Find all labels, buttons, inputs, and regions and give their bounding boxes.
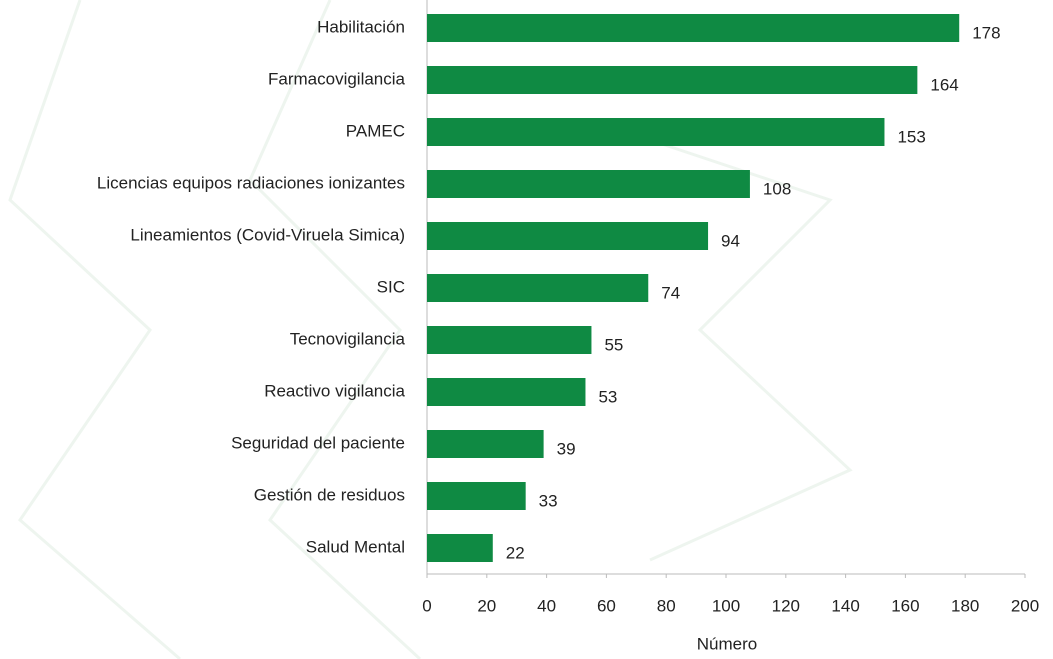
- data-label: 153: [897, 127, 925, 146]
- x-tick-label: 0: [422, 596, 431, 615]
- y-tick-label: Reactivo vigilancia: [264, 381, 405, 400]
- bar: [427, 534, 493, 562]
- x-tick-label: 60: [597, 596, 616, 615]
- x-axis-title: Número: [697, 634, 757, 653]
- y-tick-label: Seguridad del paciente: [231, 433, 405, 452]
- bar: [427, 326, 592, 354]
- data-label: 178: [972, 23, 1000, 42]
- x-tick-label: 180: [951, 596, 979, 615]
- bar: [427, 170, 750, 198]
- x-tick-label: 120: [772, 596, 800, 615]
- data-label: 39: [557, 439, 576, 458]
- y-tick-label: Licencias equipos radiaciones ionizantes: [97, 173, 405, 192]
- x-tick-label: 100: [712, 596, 740, 615]
- data-label: 22: [506, 543, 525, 562]
- y-tick-label: PAMEC: [346, 121, 405, 140]
- bar: [427, 378, 586, 406]
- x-tick-label: 140: [831, 596, 859, 615]
- bar: [427, 66, 918, 94]
- bar: [427, 482, 526, 510]
- y-tick-label: Salud Mental: [306, 537, 405, 556]
- y-tick-label: Tecnovigilancia: [290, 329, 406, 348]
- y-tick-label: Lineamientos (Covid-Viruela Simica): [130, 225, 405, 244]
- x-tick-label: 200: [1011, 596, 1039, 615]
- bar: [427, 118, 885, 146]
- data-label: 53: [598, 387, 617, 406]
- x-tick-label: 160: [891, 596, 919, 615]
- y-tick-label: SIC: [377, 277, 405, 296]
- x-tick-label: 40: [537, 596, 556, 615]
- y-tick-label: Farmacovigilancia: [268, 69, 406, 88]
- x-tick-label: 20: [477, 596, 496, 615]
- y-tick-label: Gestión de residuos: [254, 485, 405, 504]
- bar: [427, 274, 649, 302]
- data-label: 94: [721, 231, 740, 250]
- y-tick-label: Habilitación: [317, 17, 405, 36]
- bar: [427, 14, 960, 42]
- data-label: 33: [539, 491, 558, 510]
- data-label: 74: [661, 283, 680, 302]
- bar: [427, 430, 544, 458]
- data-label: 164: [930, 75, 958, 94]
- bar: [427, 222, 709, 250]
- background-pattern: [8, 0, 853, 659]
- data-label: 108: [763, 179, 791, 198]
- x-tick-label: 80: [657, 596, 676, 615]
- data-label: 55: [604, 335, 623, 354]
